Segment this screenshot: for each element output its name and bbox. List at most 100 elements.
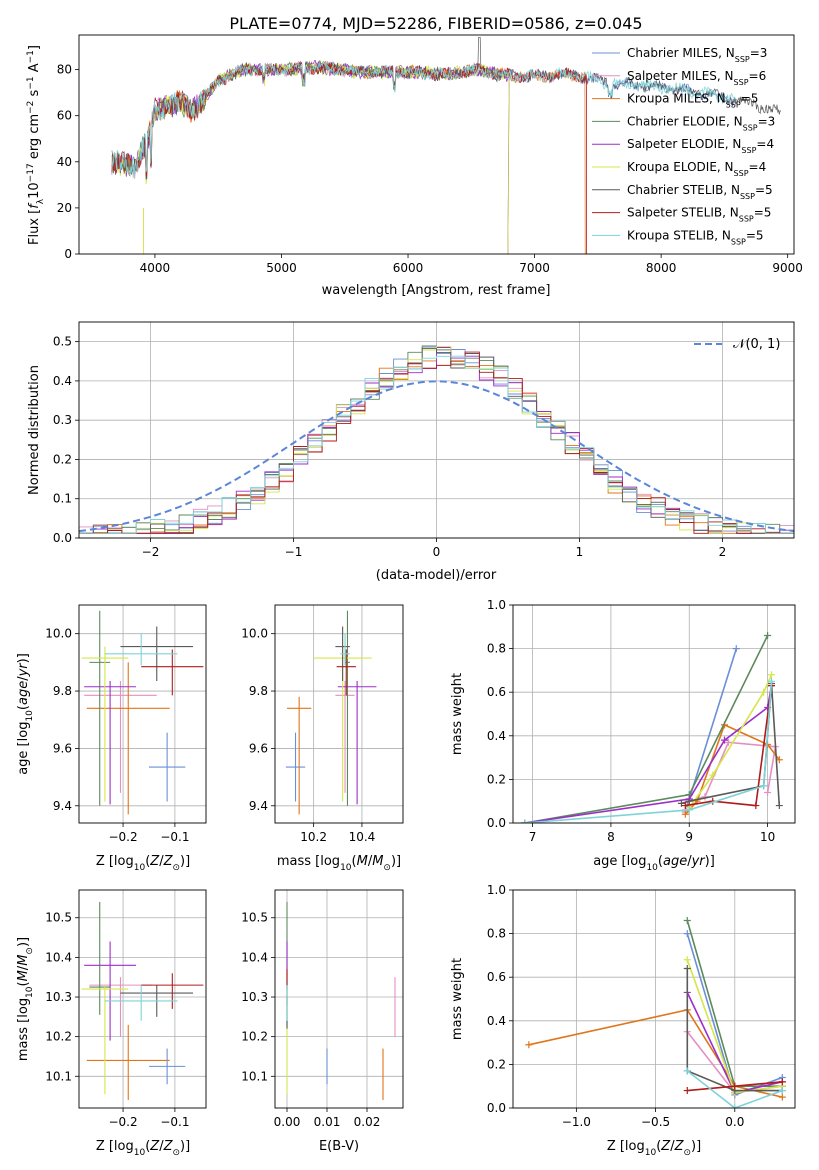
- y-tick-label: 0.1: [53, 492, 72, 506]
- legend-label-salpeter-miles: Salpeter MILES, NSSP=6: [627, 69, 766, 87]
- axes-frame: [512, 604, 796, 824]
- y-axis-label: mass weight: [450, 673, 465, 755]
- age-vs-metallicity-panel: −0.2 −0.1 9.4 9.6 9.8 10.0 Z [log10(Z/Z⊙)] age …: [16, 604, 207, 873]
- y-tick-label: 0.0: [487, 1101, 506, 1115]
- spectrum-line-kroupa-stelib: [111, 60, 737, 178]
- plot-area: [286, 901, 396, 1101]
- axes-frame: [512, 889, 796, 1109]
- y-tick-label: 0.2: [487, 1057, 506, 1071]
- x-axis-label: (data-model)/error: [376, 568, 497, 583]
- y-tick-label: 10.4: [241, 950, 268, 964]
- x-tick-label: −0.1: [160, 830, 189, 844]
- x-tick-label: 8: [607, 830, 615, 844]
- y-tick-label: 0.2: [53, 452, 72, 466]
- x-tick-label: 0.00: [274, 1115, 301, 1129]
- marker-chabrier-stelib: [683, 964, 691, 972]
- marker-chabrier-miles: [732, 645, 740, 653]
- x-tick-label: 2: [719, 545, 727, 559]
- y-tick-label: 10.3: [241, 990, 268, 1004]
- line-kroupa-stelib: [686, 1070, 783, 1108]
- y-tick-label: 0.4: [487, 729, 506, 743]
- y-tick-label: 10.1: [45, 1069, 72, 1083]
- y-tick-label: 9.4: [53, 799, 72, 813]
- x-tick-label: 0.0: [725, 1115, 744, 1129]
- axes-frame: [78, 321, 795, 539]
- marker-chabrier-stelib: [677, 799, 685, 807]
- y-axis-label: age [log10(age/yr)]: [16, 653, 35, 775]
- y-tick-label: 9.6: [53, 741, 72, 755]
- marker-kroupa-stelib: [683, 1067, 691, 1075]
- y-tick-label: 0.0: [487, 816, 506, 830]
- marker-chabrier-elodie: [683, 917, 691, 925]
- y-axis-label: Normed distribution: [27, 365, 42, 495]
- marker-kroupa-stelib: [521, 819, 529, 823]
- x-axis-label: mass [log10(M/M⊙)]: [277, 854, 401, 873]
- marker-kroupa-elodie: [760, 688, 768, 696]
- x-tick-label: −0.2: [108, 830, 137, 844]
- marker-kroupa-stelib: [768, 677, 775, 685]
- y-tick-label: 0.8: [487, 927, 506, 941]
- y-tick-label: 10.3: [45, 990, 72, 1004]
- legend-label-kroupa-stelib: Kroupa STELIB, NSSP=5: [627, 228, 764, 246]
- legend-label-salpeter-elodie: Salpeter ELODIE, NSSP=4: [627, 137, 774, 155]
- y-axis-label: Flux [fλ10−17 erg cm−2 s−1 A−1]: [26, 45, 46, 245]
- x-axis-label: Z [log10(Z/Z⊙)]: [607, 1139, 701, 1158]
- x-tick-label: 5000: [266, 261, 297, 275]
- x-tick-label: 4000: [140, 261, 171, 275]
- marker-salpeter-stelib: [731, 1082, 739, 1090]
- y-tick-label: 9.4: [249, 799, 268, 813]
- x-tick-label: 9: [685, 830, 693, 844]
- y-tick-label: 40: [57, 155, 72, 169]
- marker-salpeter-stelib: [683, 1087, 691, 1095]
- plot-area: [79, 345, 794, 538]
- marker-kroupa-elodie: [768, 671, 775, 679]
- line-kroupa-miles: [528, 1008, 783, 1098]
- marker-kroupa-stelib: [760, 782, 768, 790]
- x-tick-label: 7: [529, 830, 537, 844]
- y-axis-label: mass weight: [450, 958, 465, 1040]
- x-tick-label: 9000: [772, 261, 803, 275]
- x-tick-label: −0.2: [108, 1115, 137, 1129]
- y-tick-label: 1.0: [487, 598, 506, 612]
- line-chabrier-stelib: [686, 968, 783, 1092]
- marker-kroupa-elodie: [709, 771, 717, 779]
- plot-area: [285, 610, 377, 815]
- marker-kroupa-miles: [525, 1041, 533, 1049]
- marker-kroupa-miles: [778, 1093, 786, 1101]
- legend-label-kroupa-elodie: Kroupa ELODIE, NSSP=4: [627, 160, 766, 178]
- x-tick-label: 10.2: [300, 830, 327, 844]
- x-tick-label: 0: [433, 545, 441, 559]
- x-axis-label: Z [log10(Z/Z⊙)]: [96, 1139, 190, 1158]
- marker-salpeter-miles: [764, 788, 772, 796]
- x-tick-label: −0.1: [160, 1115, 189, 1129]
- x-tick-label: 0.01: [314, 1115, 341, 1129]
- mass-vs-ebv-panel: 0.00 0.01 0.02 10.1 10.2 10.3 10.4 10.5 E(B-V): [241, 889, 404, 1154]
- x-tick-label: 10: [760, 830, 775, 844]
- x-tick-label: 0.02: [354, 1115, 381, 1129]
- plot-area: [521, 632, 783, 823]
- y-tick-label: 10.4: [45, 950, 72, 964]
- y-tick-label: 60: [57, 109, 72, 123]
- axes-frame: [274, 889, 404, 1109]
- x-tick-label: 10.4: [349, 830, 376, 844]
- marker-chabrier-miles: [683, 930, 691, 938]
- y-tick-label: 0.4: [487, 1014, 506, 1028]
- y-tick-label: 9.6: [249, 741, 268, 755]
- marker-salpeter-elodie: [721, 736, 728, 744]
- y-tick-label: 0.5: [53, 335, 72, 349]
- histogram-salpeter-stelib: [79, 351, 794, 538]
- y-tick-label: 0.4: [53, 374, 72, 388]
- legend-label-gaussian: 𝒩(0, 1): [733, 337, 780, 352]
- figure-title: PLATE=0774, MJD=52286, FIBERID=0586, z=0…: [229, 14, 642, 33]
- plot-area: [81, 610, 204, 815]
- y-tick-label: 0.6: [487, 685, 506, 699]
- marker-chabrier-elodie: [764, 632, 772, 640]
- x-tick-label: −0.5: [641, 1115, 670, 1129]
- axes-frame: [274, 604, 404, 824]
- y-tick-label: 0.8: [487, 642, 506, 656]
- marker-chabrier-stelib: [775, 802, 783, 810]
- y-tick-label: 80: [57, 63, 72, 77]
- plot-area: [525, 917, 786, 1108]
- y-tick-label: 20: [57, 201, 72, 215]
- legend-label-kroupa-miles: Kroupa MILES, NSSP=5: [627, 92, 758, 110]
